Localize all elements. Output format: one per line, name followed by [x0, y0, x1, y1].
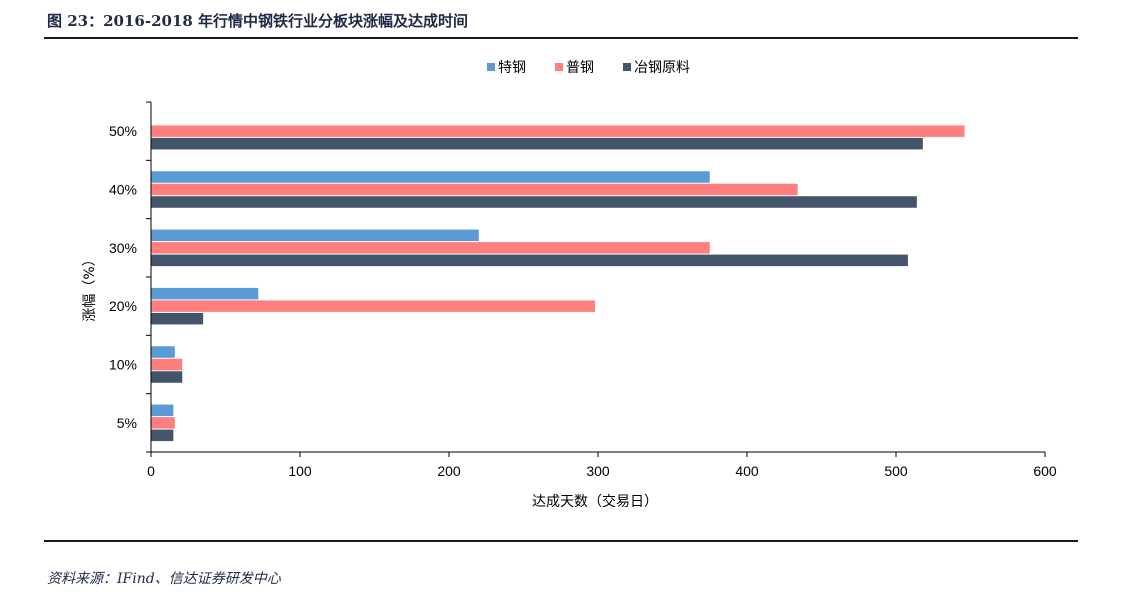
- legend-swatch: [555, 63, 563, 71]
- bar-冶钢原料: [151, 254, 908, 267]
- legend-label: 冶钢原料: [634, 60, 690, 76]
- x-tick-label: 200: [437, 463, 461, 479]
- bar-特钢: [151, 346, 175, 358]
- x-tick-label: 0: [147, 463, 155, 479]
- bar-普钢: [151, 300, 596, 312]
- source-note: 资料来源：IFind、信达证券研发中心: [47, 571, 281, 587]
- bottom-rule: [44, 540, 1078, 542]
- bar-普钢: [151, 417, 175, 429]
- x-tick-label: 600: [1033, 463, 1057, 479]
- bar-特钢: [151, 404, 174, 417]
- bar-普钢: [151, 183, 798, 196]
- legend-label: 普钢: [566, 60, 594, 76]
- y-tick-label: 50%: [109, 123, 137, 139]
- y-tick-label: 5%: [117, 415, 137, 431]
- axes-group: 50% 40% 30% 20% 10% 5% 0 100 200 300 400 500 600: [109, 101, 1057, 479]
- x-tick-label: 100: [288, 463, 312, 479]
- y-tick-label: 40%: [109, 182, 137, 198]
- legend: 特钢 普钢 冶钢原料: [487, 60, 690, 76]
- bars-group: [151, 125, 965, 442]
- bar-冶钢原料: [151, 371, 183, 383]
- bar-普钢: [151, 242, 710, 254]
- bar-普钢: [151, 125, 965, 137]
- bar-特钢: [151, 229, 479, 242]
- bar-特钢: [151, 171, 710, 183]
- y-tick-label: 10%: [109, 357, 137, 373]
- bar-chart: 特钢 普钢 冶钢原料 50%40%30%20%10%5%0 100 200 300 400 5…: [82, 60, 1057, 510]
- legend-label: 特钢: [498, 60, 526, 76]
- bar-冶钢原料: [151, 196, 917, 208]
- figure-title: 图 23：2016-2018 年行情中钢铁行业分板块涨幅及达成时间: [47, 12, 469, 30]
- legend-swatch: [623, 63, 631, 71]
- y-tick-label: 30%: [109, 240, 137, 256]
- bar-冶钢原料: [151, 137, 923, 150]
- legend-swatch: [487, 63, 495, 71]
- bar-冶钢原料: [151, 312, 204, 325]
- x-tick-label: 500: [884, 463, 908, 479]
- bar-特钢: [151, 287, 259, 300]
- x-tick-label: 400: [735, 463, 759, 479]
- x-axis-title: 达成天数（交易日）: [532, 493, 658, 510]
- top-rule: [44, 37, 1078, 39]
- y-axis-title: 涨幅（%）: [82, 252, 98, 321]
- y-tick-label: 20%: [109, 298, 137, 314]
- x-tick-label: 300: [586, 463, 610, 479]
- bar-普钢: [151, 358, 183, 371]
- bar-冶钢原料: [151, 429, 174, 442]
